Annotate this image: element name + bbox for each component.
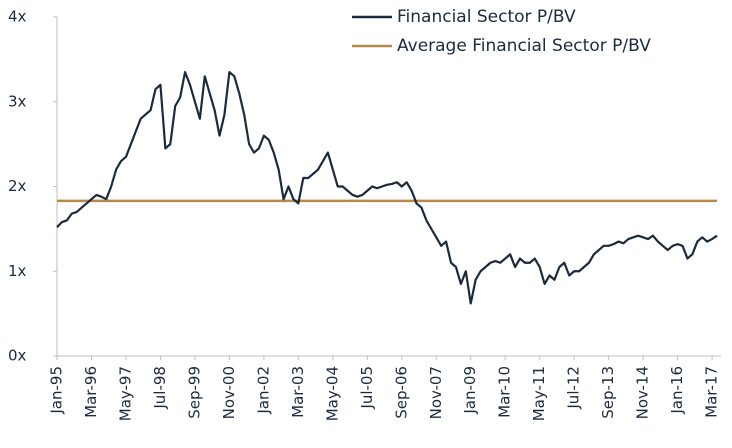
legend-label: Financial Sector P/BV <box>397 7 576 27</box>
x-tick-label: May-04 <box>323 366 341 421</box>
y-tick-label: 0x <box>8 347 27 365</box>
x-tick-label: Nov-14 <box>634 366 652 419</box>
x-tick-label: Nov-00 <box>220 366 238 419</box>
x-tick-label: Sep-13 <box>599 366 617 419</box>
x-tick-label: Sep-99 <box>185 366 203 419</box>
x-tick-label: Mar-03 <box>289 366 307 418</box>
x-tick-label: May-11 <box>530 366 548 421</box>
x-tick-label: Jul-12 <box>565 366 583 410</box>
y-tick-label: 1x <box>8 262 27 280</box>
x-tick-label: May-97 <box>116 366 134 421</box>
series-line <box>56 70 718 305</box>
x-tick-label: Mar-96 <box>82 366 100 418</box>
x-tick-label: Jul-05 <box>358 366 376 410</box>
x-tick-label: Jan-16 <box>668 366 686 415</box>
x-tick-label: Sep-06 <box>392 366 410 419</box>
x-tick-label: Mar-10 <box>496 366 514 418</box>
y-tick-label: 2x <box>8 177 27 195</box>
x-tick-label: Jul-98 <box>151 366 169 410</box>
x-tick-label: Jan-95 <box>48 366 66 415</box>
legend-label: Average Financial Sector P/BV <box>397 36 651 56</box>
y-tick-label: 4x <box>8 8 27 26</box>
x-tick-label: Nov-07 <box>427 366 445 419</box>
x-tick-label: Mar-17 <box>703 366 721 418</box>
x-tick-label: Jan-09 <box>461 366 479 415</box>
x-tick-label: Jan-02 <box>254 366 272 415</box>
y-tick-label: 3x <box>8 92 27 110</box>
